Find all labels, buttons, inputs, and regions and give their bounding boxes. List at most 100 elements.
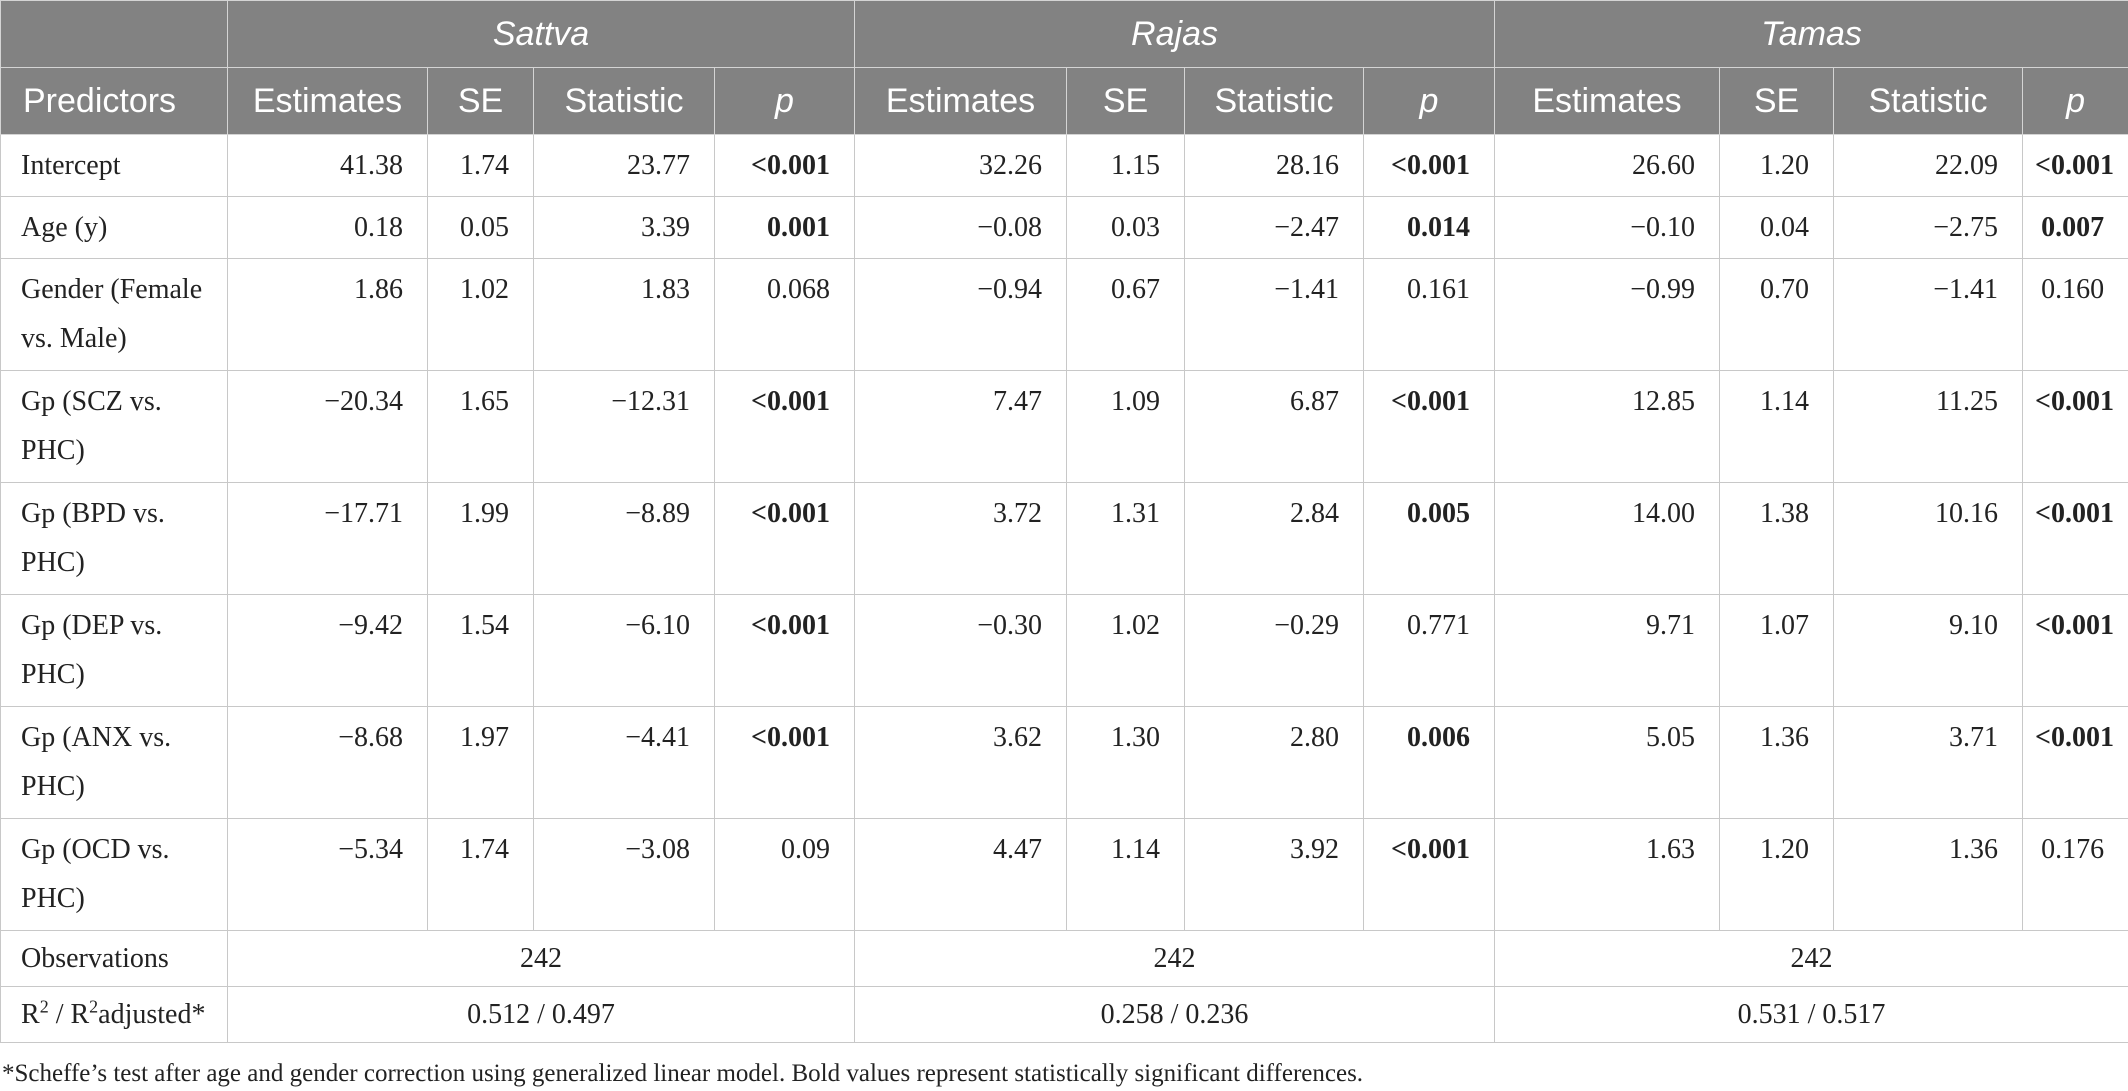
sattva-se-cell: 1.54 [427,594,534,707]
rajas-statistic-cell: 6.87 [1184,370,1365,483]
tamas-se-cell: 0.70 [1719,258,1835,371]
table-body: Intercept 41.38 1.74 23.77 <0.001 32.26 1.15 28… [0,134,2128,1043]
rajas-statistic-cell: −2.47 [1184,196,1365,259]
rajas-statistic-cell: −0.29 [1184,594,1365,707]
predictor-label: Gender (Female vs. Male) [0,258,228,371]
tamas-se-cell: 1.38 [1719,482,1835,595]
rajas-p-value-cell: 0.014 [1363,196,1496,259]
tamas-p-value-cell: 0.176 [2022,818,2128,931]
sattva-statistic-cell: −6.10 [533,594,715,707]
r-squared-label-tail: adjusted* [98,999,206,1030]
rajas-p-value-cell: 0.161 [1363,258,1496,371]
sattva-p-value-cell: <0.001 [713,594,856,707]
group-header-rajas: Rajas [854,0,1496,68]
tamas-estimate-cell: −0.99 [1494,258,1721,371]
observations-sattva: 242 [226,930,856,987]
predictor-label: Intercept [0,134,228,197]
rajas-estimate-cell: 3.72 [854,482,1068,595]
tamas-p-value-cell: <0.001 [2022,482,2128,595]
r-squared-sattva: 0.512 / 0.497 [226,986,856,1043]
sattva-estimate-cell: −20.34 [227,370,428,483]
table-row: Gp (ANX vs. PHC) −8.68 1.97 −4.41 <0.001 3.62… [0,706,2128,819]
column-header-se: SE [427,67,534,135]
predictor-label: Gp (DEP vs. PHC) [0,594,228,707]
tamas-statistic-cell: 3.71 [1833,706,2024,819]
tamas-estimate-cell: 26.60 [1494,134,1721,197]
sattva-p-value-cell: 0.001 [713,196,856,259]
column-header-statistic: Statistic [533,67,715,135]
table-row: Intercept 41.38 1.74 23.77 <0.001 32.26 1.15 28… [0,134,2128,197]
group-header-row: Sattva Rajas Tamas [0,0,2128,68]
sattva-p-value-cell: <0.001 [713,482,856,595]
sattva-estimate-cell: 41.38 [227,134,428,197]
rajas-se-cell: 0.67 [1066,258,1186,371]
predictor-label: Gp (SCZ vs. PHC) [0,370,228,483]
group-header-tamas: Tamas [1494,0,2128,68]
r-squared-label-sup-2: 2 [89,996,99,1017]
table-row: Gender (Female vs. Male) 1.86 1.02 1.83 0.06… [0,258,2128,371]
tamas-se-cell: 1.07 [1719,594,1835,707]
tamas-estimate-cell: 1.63 [1494,818,1721,931]
rajas-estimate-cell: 32.26 [854,134,1068,197]
r-squared-tamas: 0.531 / 0.517 [1494,986,2128,1043]
sattva-estimate-cell: −9.42 [227,594,428,707]
column-header-p: p [2022,67,2128,135]
rajas-estimate-cell: 4.47 [854,818,1068,931]
column-header-predictors: Predictors [0,67,228,135]
rajas-se-cell: 1.15 [1066,134,1186,197]
rajas-se-cell: 1.14 [1066,818,1186,931]
tamas-statistic-cell: 22.09 [1833,134,2024,197]
sattva-se-cell: 1.65 [427,370,534,483]
rajas-statistic-cell: −1.41 [1184,258,1365,371]
sattva-p-value-cell: <0.001 [713,370,856,483]
rajas-estimate-cell: 3.62 [854,706,1068,819]
sattva-statistic-cell: 1.83 [533,258,715,371]
rajas-statistic-cell: 2.84 [1184,482,1365,595]
sattva-estimate-cell: −8.68 [227,706,428,819]
observations-tamas: 242 [1494,930,2128,987]
sattva-p-value-cell: 0.068 [713,258,856,371]
rajas-se-cell: 1.31 [1066,482,1186,595]
sattva-p-value-cell: <0.001 [713,134,856,197]
rajas-p-value-cell: <0.001 [1363,818,1496,931]
observations-row: Observations 242 242 242 [0,930,2128,987]
tamas-estimate-cell: 12.85 [1494,370,1721,483]
tamas-estimate-cell: 9.71 [1494,594,1721,707]
r-squared-row: R2 / R2adjusted* 0.512 / 0.497 0.258 / 0… [0,986,2128,1043]
rajas-estimate-cell: 7.47 [854,370,1068,483]
tamas-se-cell: 1.36 [1719,706,1835,819]
sattva-statistic-cell: −8.89 [533,482,715,595]
sattva-se-cell: 1.74 [427,818,534,931]
column-header-statistic: Statistic [1833,67,2024,135]
predictor-label: Gp (ANX vs. PHC) [0,706,228,819]
rajas-se-cell: 1.30 [1066,706,1186,819]
rajas-statistic-cell: 2.80 [1184,706,1365,819]
predictor-label: Age (y) [0,196,228,259]
tamas-statistic-cell: 9.10 [1833,594,2024,707]
table-row: Gp (BPD vs. PHC) −17.71 1.99 −8.89 <0.001 3.7… [0,482,2128,595]
r-squared-label-r: R [21,999,40,1030]
sattva-estimate-cell: 0.18 [227,196,428,259]
column-header-se: SE [1066,67,1186,135]
rajas-p-value-cell: 0.006 [1363,706,1496,819]
sattva-statistic-cell: −3.08 [533,818,715,931]
sattva-p-value-cell: 0.09 [713,818,856,931]
sattva-statistic-cell: 23.77 [533,134,715,197]
tamas-p-value-cell: <0.001 [2022,134,2128,197]
rajas-estimate-cell: −0.94 [854,258,1068,371]
observations-rajas: 242 [854,930,1496,987]
sattva-estimate-cell: −5.34 [227,818,428,931]
sattva-se-cell: 1.99 [427,482,534,595]
tamas-statistic-cell: 10.16 [1833,482,2024,595]
rajas-statistic-cell: 28.16 [1184,134,1365,197]
tamas-p-value-cell: <0.001 [2022,706,2128,819]
column-header-estimates: Estimates [227,67,428,135]
header-blank-cell [0,0,228,68]
tamas-statistic-cell: −2.75 [1833,196,2024,259]
column-header-p: p [1363,67,1496,135]
sattva-estimate-cell: 1.86 [227,258,428,371]
table-row: Age (y) 0.18 0.05 3.39 0.001 −0.08 0.03 −2.47 0.… [0,196,2128,259]
rajas-p-value-cell: <0.001 [1363,134,1496,197]
tamas-p-value-cell: <0.001 [2022,594,2128,707]
column-header-p: p [713,67,856,135]
